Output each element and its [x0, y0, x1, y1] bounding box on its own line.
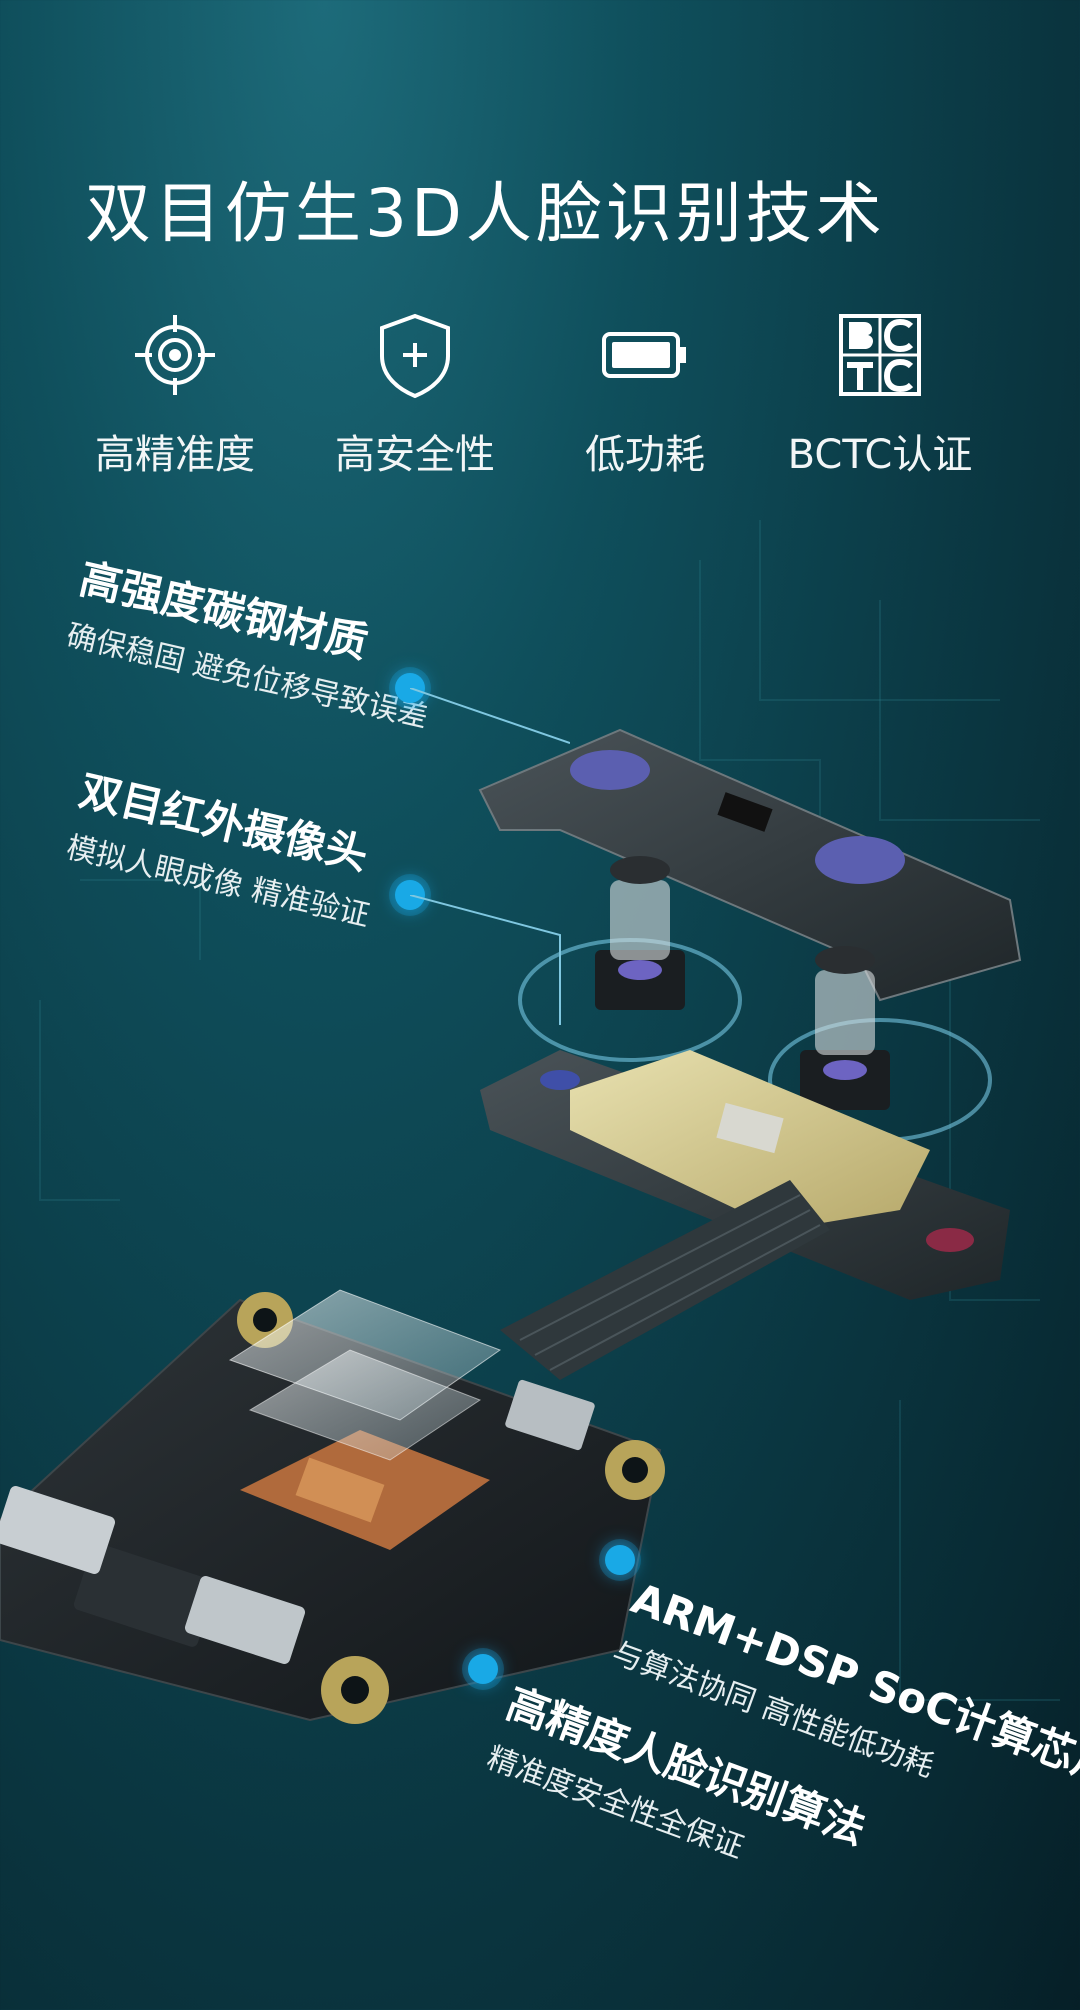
hotspot-dot [468, 1654, 498, 1684]
feature-label: 高安全性 [335, 432, 495, 478]
feature-security: 高安全性 [300, 310, 530, 480]
shield-plus-icon [380, 313, 450, 399]
target-icon [135, 315, 215, 395]
feature-low-power: 低功耗 [530, 310, 760, 480]
callout-connector [410, 895, 561, 1025]
bctc-logo-icon [839, 314, 921, 396]
feature-label: BCTC认证 [787, 432, 973, 478]
callout-connector [410, 688, 570, 744]
face-recognition-module-illustration [0, 728, 1022, 1724]
feature-label: 高精准度 [95, 432, 255, 478]
battery-icon [602, 332, 686, 378]
camera-lens-right [800, 946, 890, 1110]
feature-label: 低功耗 [585, 432, 705, 478]
feature-bctc: BCTC认证 [765, 310, 995, 480]
hotspot-dot [605, 1545, 635, 1575]
feature-precision: 高精准度 [60, 310, 290, 480]
feature-row: 高精准度 高安全性 低功耗 BCTC认证 [60, 310, 1020, 480]
camera-lens-left [595, 856, 685, 1010]
page-title: 双目仿生3D人脸识别技术 [85, 175, 886, 252]
